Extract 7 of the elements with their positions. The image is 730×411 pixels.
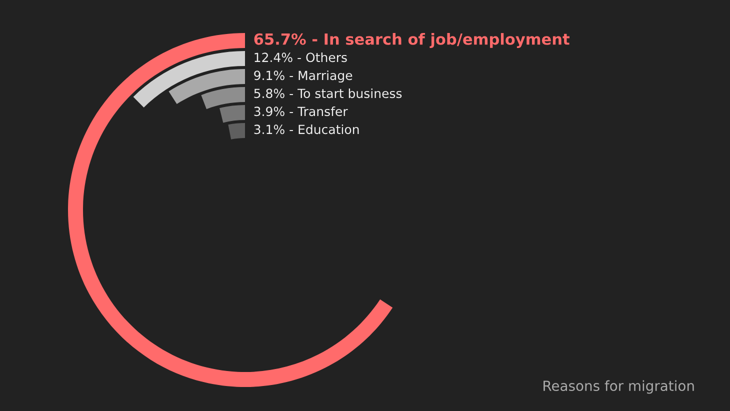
data-label: 3.9% - Transfer [254, 106, 348, 116]
data-label: 12.4% - Others [254, 52, 347, 62]
data-label: 65.7% - In search of job/employment [254, 33, 570, 48]
data-label: 5.8% - To start business [254, 88, 402, 98]
text: Reasons for migration [544, 380, 694, 394]
data-label: 9.1% - Marriage [254, 70, 352, 83]
data-label: 3.1% - Education [254, 124, 359, 134]
